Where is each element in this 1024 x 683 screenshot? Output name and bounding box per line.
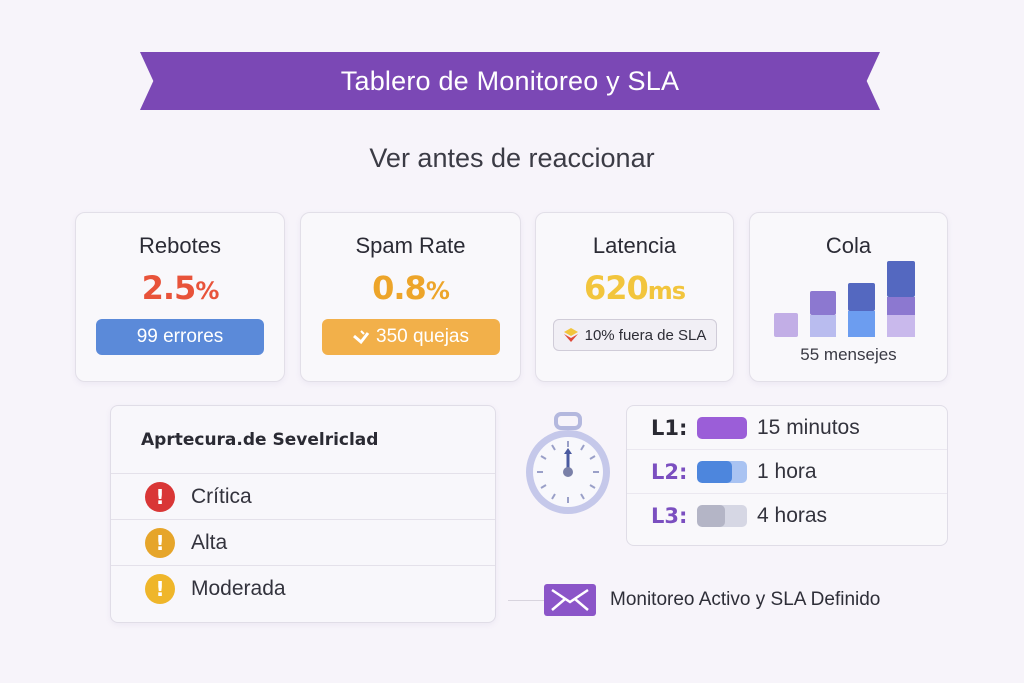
footer-status-text: Monitoreo Activo y SLA Definido	[610, 589, 881, 610]
check-mail-icon	[353, 330, 370, 345]
divider	[508, 599, 544, 601]
level-bar	[697, 460, 747, 483]
page-title: Tablero de Monitoreo y SLA	[340, 65, 680, 96]
sla-badge: 10% fuera de SLA	[552, 319, 717, 351]
card-title: Rebotes	[139, 233, 221, 258]
severity-item-alta: ! Alta	[111, 520, 495, 566]
card-title: Cola	[825, 233, 872, 258]
envelope-icon	[544, 584, 596, 616]
errors-badge: 99 errores	[96, 319, 264, 355]
metric-card-spam-rate: Spam Rate 0.8% 350 quejas	[300, 212, 521, 382]
card-title: Spam Rate	[355, 233, 466, 258]
queue-caption: 55 mensejes	[800, 345, 897, 364]
escalation-levels-panel: L1: 15 minutos L2: 1 hora L3: 4 horas	[626, 405, 948, 546]
title-banner: Tablero de Monitoreo y SLA	[140, 52, 880, 110]
alert-moderate-icon: !	[145, 574, 175, 604]
card-value: 2.5%	[141, 269, 220, 307]
card-title: Latencia	[592, 233, 677, 258]
severity-title: Aprtecura.de Sevelriclad	[111, 406, 495, 474]
card-value: 0.8%	[372, 269, 450, 307]
complaints-badge: 350 quejas	[321, 319, 500, 355]
metric-card-cola: Cola 55 mensejes	[749, 212, 948, 382]
alert-high-icon: !	[145, 527, 175, 558]
page-subtitle: Ver antes de reaccionar	[369, 143, 655, 173]
severity-item-moderada: ! Moderada	[111, 566, 495, 612]
severity-panel: Aprtecura.de Sevelriclad ! Crítica ! Alt…	[110, 405, 496, 623]
severity-item-critica: ! Crítica	[111, 474, 495, 520]
stopwatch-icon	[526, 412, 610, 514]
metric-card-rebotes: Rebotes 2.5% 99 errores	[75, 212, 285, 382]
metric-card-latencia: Latencia 620ms 10% fuera de SLA	[535, 212, 734, 382]
escalation-level-l1: L1: 15 minutos	[627, 406, 947, 450]
escalation-level-l2: L2: 1 hora	[627, 450, 947, 494]
level-bar	[697, 416, 747, 439]
escalation-level-l3: L3: 4 horas	[651, 504, 828, 528]
queue-bar-chart	[773, 261, 915, 337]
shield-warning-icon	[563, 328, 578, 342]
card-value: 620ms	[583, 269, 686, 307]
level-bar	[697, 505, 747, 527]
status-footer: Monitoreo Activo y SLA Definido	[508, 584, 880, 616]
alert-critical-icon: !	[145, 481, 175, 512]
